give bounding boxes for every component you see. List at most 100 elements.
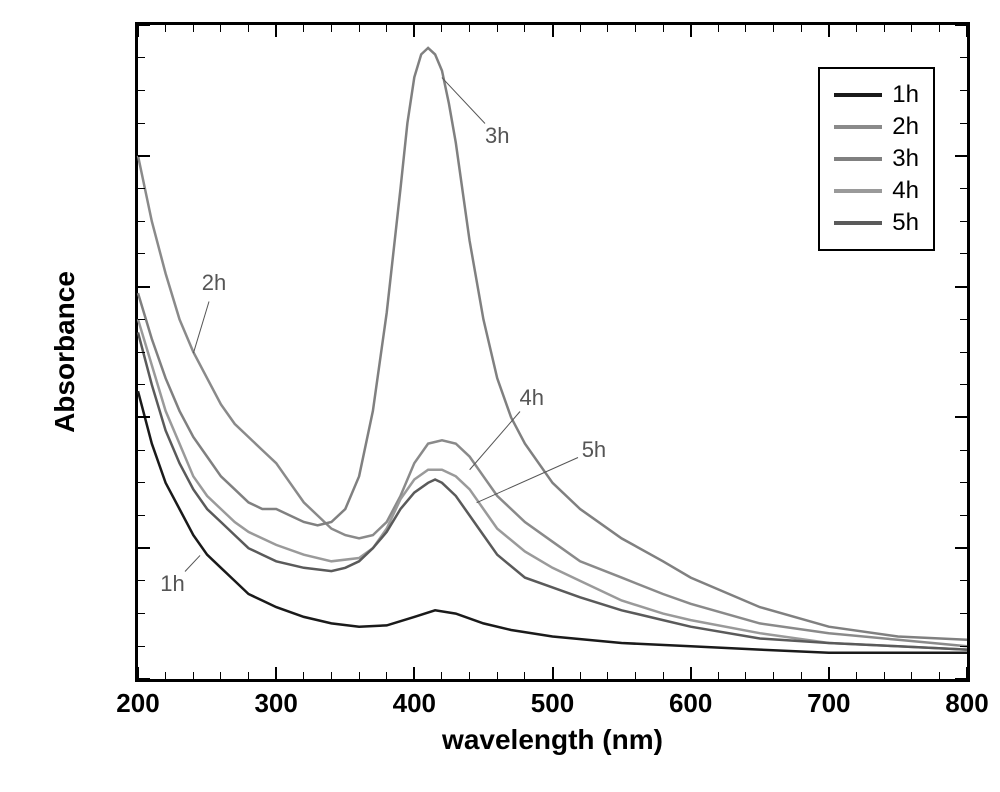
legend-label: 1h — [892, 81, 919, 109]
x-tick-label: 300 — [254, 688, 297, 719]
x-tick-minor — [248, 672, 249, 679]
x-tick-minor — [663, 25, 664, 32]
y-tick-major — [138, 678, 150, 680]
x-tick-label: 700 — [807, 688, 850, 719]
x-axis-label: wavelength (nm) — [442, 724, 663, 756]
legend-swatch — [834, 125, 882, 129]
x-tick-major — [552, 25, 554, 37]
annotation-label: 3h — [485, 123, 509, 149]
x-tick-minor — [718, 672, 719, 679]
x-tick-major — [690, 25, 692, 37]
legend-label: 5h — [892, 209, 919, 237]
y-tick-major — [138, 547, 150, 549]
y-tick-major — [955, 24, 967, 26]
chart-container: Absorbance wavelength (nm) 1h 2h 3h 4h 5h 20… — [0, 0, 1000, 792]
x-tick-minor — [580, 25, 581, 32]
x-tick-major — [552, 667, 554, 679]
x-tick-minor — [884, 25, 885, 32]
y-tick-minor — [960, 384, 967, 385]
y-tick-minor — [960, 90, 967, 91]
legend-item: 2h — [834, 113, 919, 141]
x-tick-minor — [303, 672, 304, 679]
x-tick-major — [966, 25, 968, 37]
x-tick-minor — [524, 25, 525, 32]
y-tick-minor — [960, 188, 967, 189]
x-tick-minor — [801, 25, 802, 32]
y-tick-minor — [138, 188, 145, 189]
legend-swatch — [834, 93, 882, 97]
y-tick-minor — [960, 352, 967, 353]
x-tick-minor — [911, 25, 912, 32]
y-tick-minor — [960, 580, 967, 581]
x-tick-minor — [663, 672, 664, 679]
x-tick-minor — [386, 672, 387, 679]
y-tick-minor — [138, 646, 145, 647]
x-tick-minor — [884, 672, 885, 679]
legend-item: 5h — [834, 209, 919, 237]
x-tick-minor — [635, 672, 636, 679]
legend-label: 4h — [892, 177, 919, 205]
x-tick-minor — [939, 25, 940, 32]
y-tick-minor — [138, 253, 145, 254]
y-tick-major — [955, 286, 967, 288]
x-tick-minor — [856, 25, 857, 32]
x-tick-minor — [773, 672, 774, 679]
y-tick-minor — [960, 123, 967, 124]
x-tick-minor — [524, 672, 525, 679]
legend-item: 4h — [834, 177, 919, 205]
x-tick-minor — [220, 672, 221, 679]
x-tick-minor — [359, 672, 360, 679]
y-tick-minor — [960, 253, 967, 254]
y-tick-minor — [960, 319, 967, 320]
y-tick-minor — [138, 57, 145, 58]
annotation-label: 5h — [582, 437, 606, 463]
x-tick-major — [690, 667, 692, 679]
y-tick-minor — [138, 515, 145, 516]
legend-label: 3h — [892, 145, 919, 173]
x-tick-minor — [773, 25, 774, 32]
y-tick-minor — [138, 580, 145, 581]
x-tick-minor — [331, 25, 332, 32]
x-tick-minor — [165, 672, 166, 679]
x-tick-label: 500 — [531, 688, 574, 719]
y-tick-major — [138, 24, 150, 26]
legend-item: 3h — [834, 145, 919, 173]
y-tick-major — [955, 547, 967, 549]
x-tick-major — [828, 25, 830, 37]
y-axis-label: Absorbance — [49, 271, 81, 433]
y-tick-minor — [138, 90, 145, 91]
y-tick-minor — [138, 352, 145, 353]
legend-swatch — [834, 221, 882, 225]
legend: 1h 2h 3h 4h 5h — [818, 67, 935, 251]
x-tick-minor — [635, 25, 636, 32]
y-tick-minor — [138, 482, 145, 483]
x-tick-minor — [469, 25, 470, 32]
legend-swatch — [834, 189, 882, 193]
y-tick-major — [138, 286, 150, 288]
x-tick-major — [137, 25, 139, 37]
y-tick-minor — [138, 613, 145, 614]
y-tick-minor — [138, 319, 145, 320]
x-tick-major — [275, 25, 277, 37]
y-tick-minor — [138, 450, 145, 451]
annotation-label: 2h — [202, 270, 226, 296]
annotation-label: 1h — [160, 571, 184, 597]
x-tick-minor — [303, 25, 304, 32]
x-tick-label: 400 — [393, 688, 436, 719]
x-tick-minor — [331, 672, 332, 679]
y-tick-major — [955, 155, 967, 157]
x-tick-minor — [718, 25, 719, 32]
x-tick-minor — [939, 672, 940, 679]
x-tick-label: 600 — [669, 688, 712, 719]
annotation-label: 4h — [520, 385, 544, 411]
y-tick-major — [138, 155, 150, 157]
legend-item: 1h — [834, 81, 919, 109]
x-tick-label: 800 — [945, 688, 988, 719]
y-tick-minor — [960, 450, 967, 451]
x-tick-label: 200 — [116, 688, 159, 719]
x-tick-minor — [220, 25, 221, 32]
y-tick-minor — [960, 57, 967, 58]
x-tick-minor — [441, 25, 442, 32]
x-tick-minor — [745, 672, 746, 679]
x-tick-minor — [856, 672, 857, 679]
